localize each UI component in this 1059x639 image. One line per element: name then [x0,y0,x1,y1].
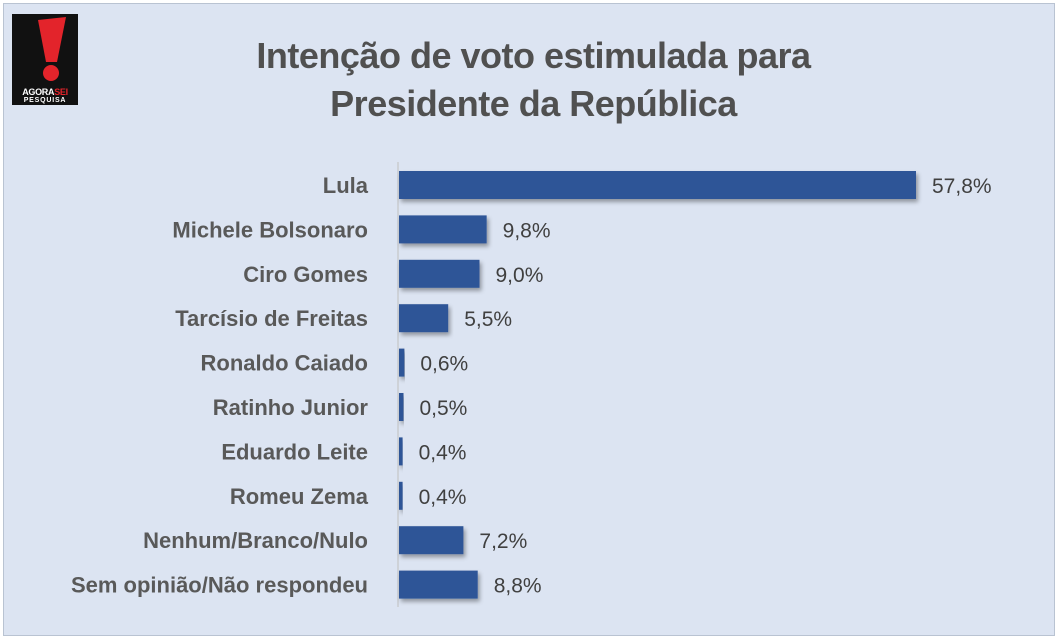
logo-brand: AGORASEI [12,87,78,97]
value-label-6: 0,4% [419,441,467,464]
exclamation-logo-icon [38,17,66,81]
category-label-7: Romeu Zema [230,484,369,509]
value-label-9: 8,8% [494,575,542,598]
category-label-1: Michele Bolsonaro [172,217,368,242]
bar-5 [399,393,404,421]
category-label-3: Tarcísio de Freitas [175,306,368,331]
category-label-5: Ratinho Junior [213,395,369,420]
value-label-8: 7,2% [479,530,527,553]
value-label-2: 9,0% [496,264,544,287]
chart-title: Intenção de voto estimulada para Preside… [4,32,1059,128]
category-label-9: Sem opinião/Não respondeu [71,573,368,598]
bar-0 [399,171,916,199]
logo-brand-sei: SEI [54,87,68,97]
value-label-3: 5,5% [464,308,512,331]
category-label-8: Nenhum/Branco/Nulo [143,528,368,553]
value-label-5: 0,5% [419,397,467,420]
bar-6 [399,437,403,466]
category-label-2: Ciro Gomes [243,262,368,287]
category-label-4: Ronaldo Caiado [201,351,368,376]
bar-8 [399,526,464,555]
bar-3 [399,304,449,333]
bar-7 [399,481,403,510]
chart-title-line2: Presidente da República [330,83,737,124]
value-label-7: 0,4% [419,486,467,509]
category-label-0: Lula [323,173,369,198]
chart-title-line1: Intenção de voto estimulada para [256,35,811,76]
bar-2 [399,259,480,288]
value-label-1: 9,8% [503,219,551,242]
chart-frame: AGORASEI PESQUISA Intenção de voto estim… [3,3,1055,636]
logo-subtitle: PESQUISA [23,97,67,104]
bar-9 [399,570,478,599]
bar-4 [399,348,405,377]
value-label-4: 0,6% [420,353,468,376]
logo-brand-agora: AGORA [22,87,55,97]
value-label-0: 57,8% [932,175,992,198]
agorasei-logo: AGORASEI PESQUISA [12,14,78,105]
category-label-6: Eduardo Leite [221,439,368,464]
bar-1 [399,215,487,244]
